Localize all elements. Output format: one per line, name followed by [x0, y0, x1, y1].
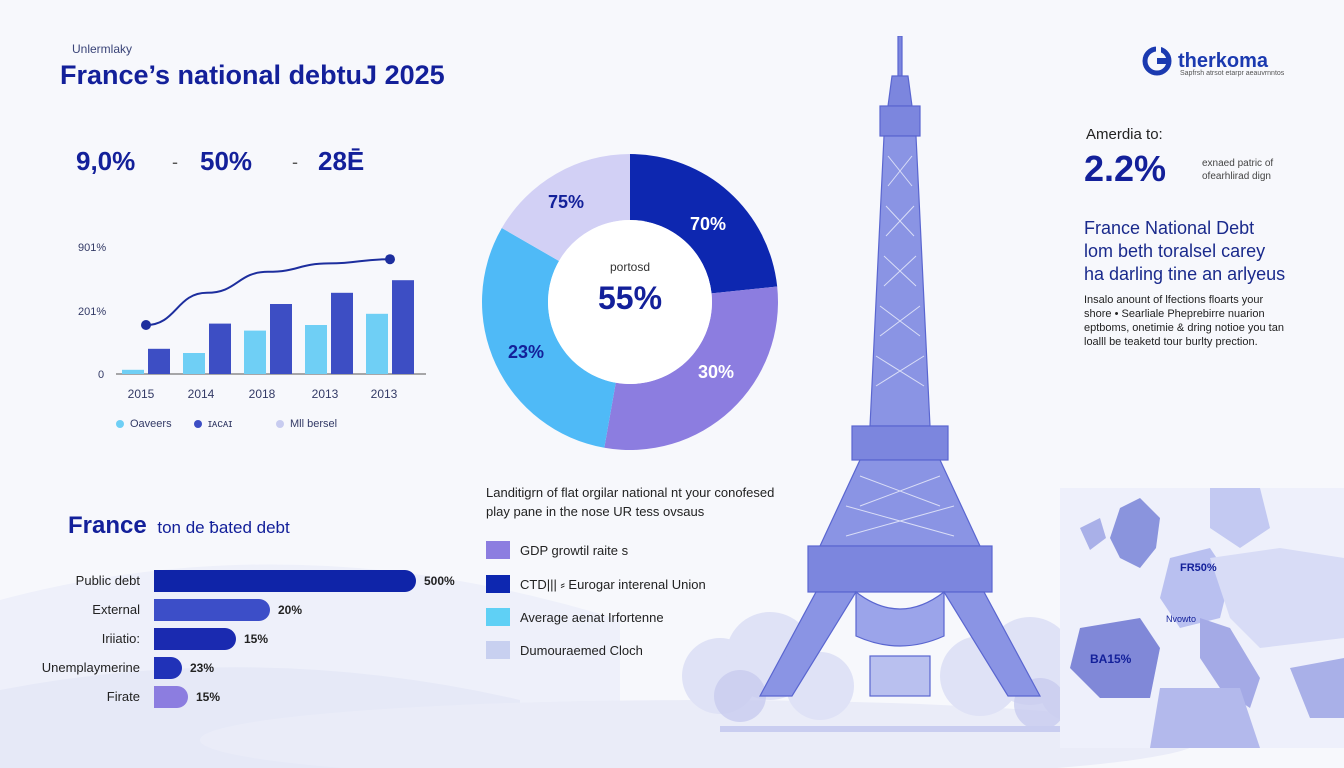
legend-label: GDP growtil raite s — [520, 542, 629, 558]
hbar-value-label: 20% — [278, 603, 303, 617]
y-tick-label: 0 — [98, 369, 105, 381]
trend-point — [141, 320, 151, 330]
legend-label: CTD||| ⸗ Eurogar interenal Union — [520, 576, 706, 592]
donut-slice — [630, 154, 778, 294]
bar — [183, 353, 205, 374]
legend-item: Mll bersel — [276, 418, 337, 430]
stat-separator: - — [292, 152, 298, 172]
legend-label: Dumouraemed Cloch — [520, 642, 643, 658]
hbar-category-label: Firate — [106, 689, 140, 704]
y-tick-label: 201% — [78, 306, 107, 318]
hbar-subtitle: ton de ƀated debt — [157, 518, 290, 537]
hbar-bar — [154, 628, 236, 650]
bar — [392, 280, 414, 374]
legend-item: CTD||| ⸗ Eurogar interenal Union — [486, 575, 706, 593]
map-label: FR50% — [1180, 562, 1217, 574]
donut-hole — [548, 220, 712, 384]
legend-label: Average aenat Irfortenne — [520, 609, 664, 625]
legend-item: ɪᴀᴄᴀɪ — [194, 418, 232, 430]
legend-swatch — [276, 420, 284, 428]
trend-point — [385, 254, 395, 265]
trend-line — [145, 258, 391, 326]
x-tick-label: 2013 — [370, 387, 398, 401]
hbar-bar — [154, 686, 188, 708]
side-label: Amerdia to: — [1086, 126, 1163, 143]
legend-swatch — [194, 420, 202, 428]
bar — [122, 369, 144, 374]
donut-chart — [482, 154, 778, 450]
slice-label: 70% — [690, 214, 727, 234]
hbar-value-label: 23% — [190, 661, 215, 675]
hbar-value-label: 500% — [424, 574, 455, 588]
hbar-category-label: Iriiatio: — [101, 631, 140, 646]
bar — [270, 304, 292, 374]
legend-label: Oaveers — [130, 418, 172, 430]
bar — [244, 330, 266, 374]
donut-slice — [482, 228, 616, 448]
stat-1: 9,0% — [76, 146, 136, 176]
legend-label: Mll bersel — [290, 418, 338, 430]
slice-label: 75% — [548, 192, 585, 212]
donut-slice — [501, 154, 630, 261]
legend-swatch — [486, 641, 510, 659]
brand-tagline: Sapfrsh atrsot etarpr aeauvrnntos — [1180, 70, 1285, 77]
hbar-category-label: External — [92, 602, 140, 617]
bar — [366, 313, 388, 374]
side-subheading: ha darling tine an arlyeus — [1084, 264, 1286, 284]
header-kicker: Unlermlaky — [72, 42, 133, 56]
bar — [209, 323, 231, 374]
legend-item: Average aenat Irfortenne — [486, 608, 664, 626]
hbar-title-main: France — [68, 512, 147, 539]
europe-map — [1060, 488, 1344, 748]
donut-center-label: portosd — [609, 260, 651, 274]
x-tick-label: 2018 — [248, 387, 276, 401]
hbar-chart: Public debt 500% External 20% Iriiatio: 15% Un… — [0, 570, 480, 720]
brand-name: therkoma — [1178, 49, 1269, 72]
brand-logo: therkoma — [1142, 46, 1268, 76]
side-body: Insalo anount of lfections floarts your … — [1084, 294, 1284, 348]
legend-item: Dumouraemed Cloch — [486, 641, 643, 659]
x-tick-label: 2014 — [187, 387, 215, 401]
hbar-category-label: Public debt — [75, 573, 140, 588]
hbar-bar — [154, 657, 182, 679]
donut-slice — [604, 286, 778, 450]
x-tick-label: 2013 — [311, 387, 339, 401]
legend-swatch — [486, 608, 510, 626]
legend-swatch — [486, 541, 510, 559]
stat-2: 50% — [200, 146, 253, 176]
hbar-title: France ton de ƀated debt — [68, 512, 290, 540]
bar — [305, 325, 327, 374]
brand-mark-icon — [1142, 46, 1172, 76]
hbar-value-label: 15% — [244, 632, 269, 646]
hbar-bar — [154, 599, 270, 621]
donut-center-value: 55% — [597, 280, 663, 316]
map-label: Nvowto — [1166, 614, 1197, 624]
legend-label: ɪᴀᴄᴀɪ — [208, 418, 233, 430]
legend-swatch — [486, 575, 510, 593]
side-heading: France National Debt — [1084, 218, 1255, 238]
page-title: France’s national debtuJ 2025 — [60, 60, 445, 90]
side-note: exnaed patric of ofearhlirad dign — [1202, 158, 1274, 182]
legend-item: GDP growtil raite s — [486, 541, 628, 559]
slice-label: 30% — [698, 362, 735, 382]
stat-3: 28Ē — [318, 146, 365, 176]
bar-line-chart — [116, 254, 426, 375]
mid-description: Landitigrn of flat orgilar national nt y… — [486, 485, 775, 519]
x-tick-label: 2015 — [127, 387, 155, 401]
hbar-bar — [154, 570, 416, 592]
hbar-category-label: Unemplaymerine — [41, 660, 140, 675]
y-tick-label: 901% — [78, 242, 107, 254]
bar — [148, 348, 170, 374]
side-value: 2.2% — [1084, 148, 1167, 189]
map-label: BA15% — [1090, 652, 1132, 666]
bar — [331, 292, 353, 374]
side-subheading: lom beth toralsel carey — [1084, 241, 1266, 261]
slice-label: 23% — [508, 342, 545, 362]
stat-separator: - — [172, 152, 178, 172]
hbar-value-label: 15% — [196, 690, 221, 704]
legend-swatch — [116, 420, 124, 428]
eiffel-tower-illustration — [682, 36, 1100, 732]
legend-item: Oaveers — [116, 418, 172, 430]
